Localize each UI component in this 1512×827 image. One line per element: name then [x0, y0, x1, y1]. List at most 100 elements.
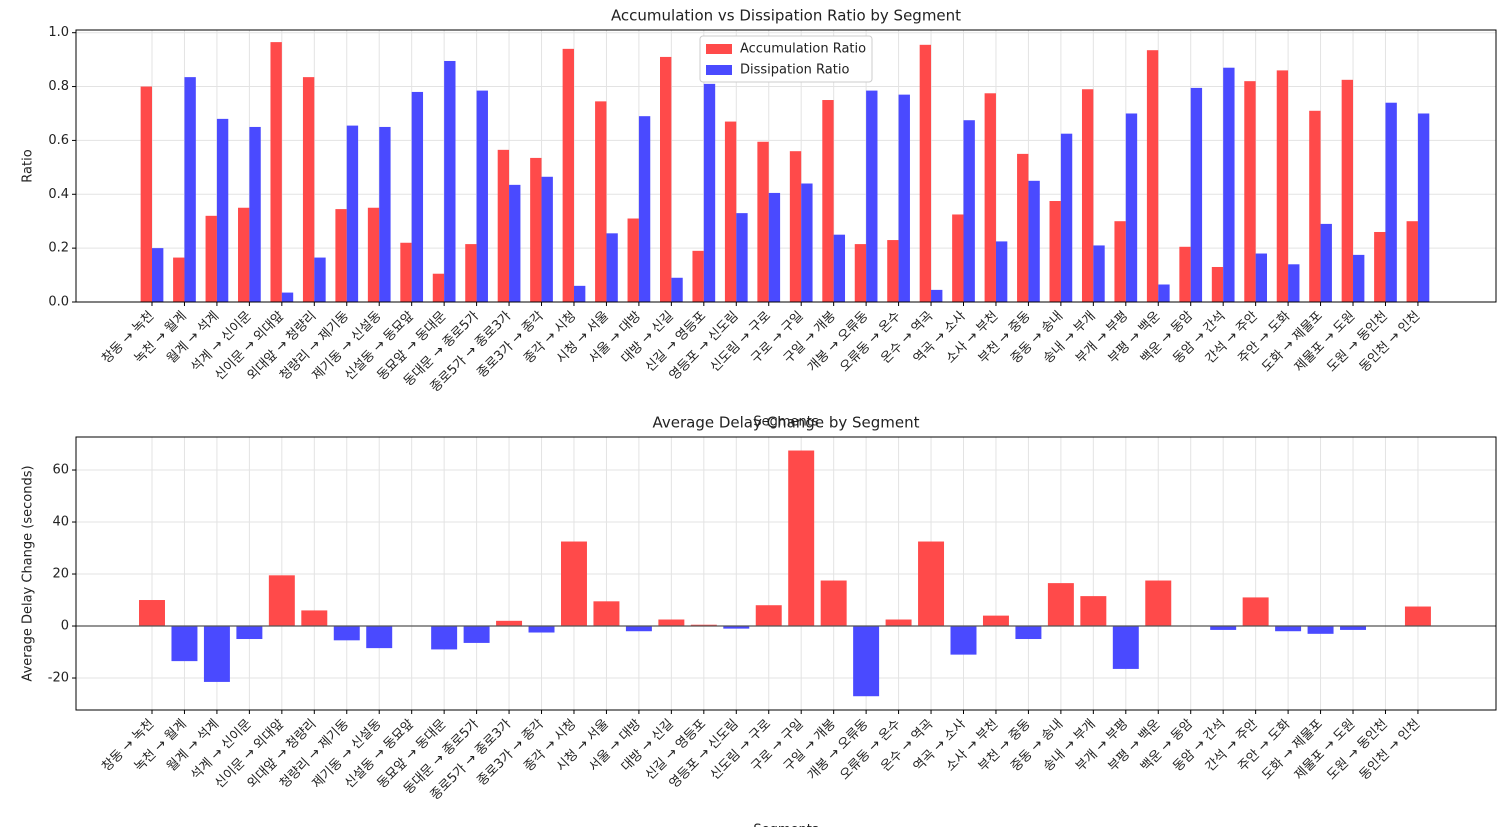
bar	[333, 626, 360, 641]
bar	[918, 541, 945, 627]
bar	[560, 541, 587, 627]
bar	[139, 600, 165, 627]
legend-label: Accumulation Ratio	[740, 42, 866, 57]
bar	[690, 624, 717, 627]
bar	[1210, 626, 1237, 630]
bar	[431, 626, 458, 650]
bar	[465, 244, 477, 302]
bar	[1080, 596, 1107, 627]
bar	[346, 125, 359, 302]
y-tick-label: 40	[52, 515, 69, 530]
y-axis-label: Average Delay Change (seconds)	[21, 465, 36, 681]
bar	[1223, 67, 1235, 302]
bar	[1158, 284, 1170, 302]
bar	[1341, 79, 1354, 303]
bar	[1275, 626, 1302, 632]
bar	[541, 176, 553, 302]
y-tick-label: 60	[52, 463, 69, 478]
bar	[984, 93, 996, 302]
legend: Accumulation Ratio Dissipation Ratio	[699, 35, 873, 83]
bar	[444, 60, 456, 302]
bar	[659, 56, 672, 302]
bar	[755, 605, 782, 627]
bar	[302, 77, 315, 302]
bar	[887, 240, 899, 302]
bar	[432, 273, 445, 302]
bar	[898, 94, 910, 302]
bar	[1276, 70, 1289, 302]
bar	[1404, 606, 1431, 627]
bar	[400, 242, 412, 302]
bar	[853, 626, 880, 697]
bar	[236, 626, 263, 640]
chart-title: Average Delay Change by Segment	[652, 414, 919, 432]
bar	[1353, 254, 1365, 302]
bar	[692, 250, 704, 302]
bar	[562, 48, 574, 302]
bar	[184, 77, 196, 302]
bar	[1081, 89, 1094, 302]
legend-label: Dissipation Ratio	[740, 63, 849, 78]
y-tick-label: 0.4	[48, 187, 69, 202]
bar	[1112, 626, 1139, 669]
bar	[152, 248, 164, 302]
bar	[314, 257, 326, 302]
bar	[757, 141, 769, 302]
bar	[1017, 153, 1029, 302]
bar	[463, 626, 490, 643]
bar	[335, 209, 347, 302]
y-axis-label: Ratio	[21, 149, 36, 182]
bar	[496, 620, 523, 627]
bar	[301, 610, 328, 627]
bar	[268, 575, 295, 627]
bar	[1015, 626, 1042, 640]
legend-swatch	[706, 65, 732, 75]
bar	[1385, 102, 1397, 303]
bar	[270, 42, 282, 303]
bar	[1145, 580, 1172, 627]
axes-frame	[75, 436, 1497, 711]
bar	[411, 91, 424, 302]
bar	[379, 126, 391, 302]
bar	[995, 241, 1008, 302]
bar	[723, 626, 750, 629]
bar	[528, 626, 555, 633]
bar	[1179, 246, 1191, 302]
bar	[1374, 231, 1386, 302]
bar	[638, 116, 651, 302]
bar	[593, 601, 620, 627]
bar	[367, 207, 380, 302]
bar	[671, 277, 683, 302]
bar	[1190, 87, 1203, 302]
y-tick-label: 20	[52, 567, 69, 582]
bar	[1028, 180, 1040, 302]
y-tick-label: 0.6	[48, 133, 69, 148]
y-tick-label: 1.0	[48, 25, 69, 40]
bar	[1242, 597, 1269, 627]
bar	[833, 234, 846, 302]
bar	[205, 215, 217, 302]
bar	[950, 626, 977, 655]
bar	[1125, 113, 1138, 303]
bar	[822, 100, 834, 302]
bar	[1049, 201, 1061, 302]
bar	[1114, 221, 1126, 302]
axes-frame	[75, 29, 1497, 303]
bar	[963, 120, 975, 302]
bar	[1093, 245, 1105, 302]
bar	[789, 151, 802, 302]
x-axis-label: Segments	[753, 823, 819, 827]
bar	[866, 90, 878, 303]
bar	[1340, 626, 1367, 630]
bar	[173, 257, 185, 302]
bar	[1417, 113, 1430, 303]
bar	[1244, 81, 1256, 302]
bar	[497, 149, 510, 302]
bar	[724, 121, 737, 302]
bar	[952, 214, 964, 302]
bar	[140, 86, 152, 302]
bar	[885, 619, 912, 627]
bar	[1406, 221, 1418, 302]
x-axis-label: Segments	[753, 415, 819, 430]
